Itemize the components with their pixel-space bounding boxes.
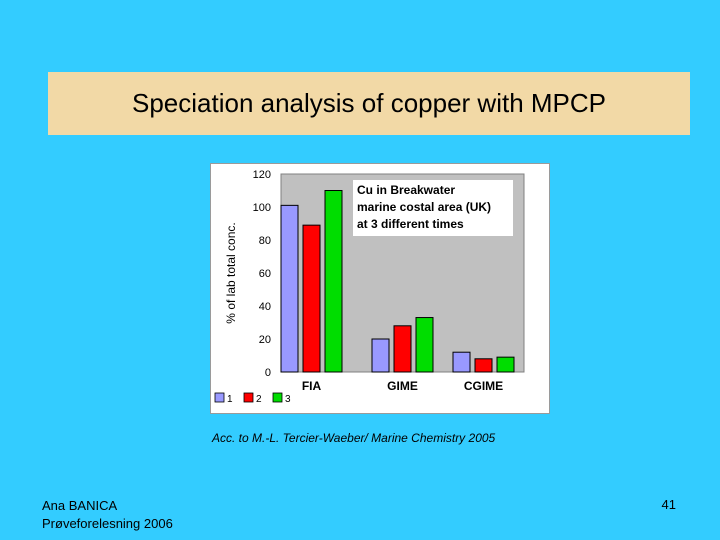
y-tick-label: 120 [253, 169, 271, 181]
annotation-line: at 3 different times [357, 217, 464, 231]
annotation-box [353, 180, 513, 236]
bar-cgime-series-3 [496, 356, 515, 373]
bar-chart: 0 20 40 60 80 100 120 % of lab total conc. FIA GI… [214, 169, 525, 405]
bar-fia-series-2 [302, 224, 321, 373]
bar-gime-series-1 [371, 338, 390, 373]
source-caption: Acc. to M.-L. Tercier-Waeber/ Marine Che… [212, 431, 496, 445]
chart-frame: 0 20 40 60 80 100 120 % of lab total conc. FIA GI… [210, 163, 550, 414]
bar-fia-series-1 [280, 204, 299, 373]
y-axis-label: % of lab total conc. [224, 222, 238, 323]
annotation-line: Cu in Breakwater [357, 183, 455, 197]
y-tick-label: 100 [253, 202, 271, 214]
bar-gime-series-3 [415, 317, 434, 373]
legend-swatch-series-3 [272, 392, 283, 403]
y-tick-label: 60 [259, 268, 271, 280]
y-tick-label: 20 [259, 334, 271, 346]
bar-gime-series-2 [393, 325, 412, 373]
x-tick-label: FIA [302, 379, 322, 393]
bar-fia-series-3 [324, 190, 343, 373]
x-tick-label: CGIME [464, 379, 503, 393]
y-tick-label: 40 [259, 301, 271, 313]
annotation-line: marine costal area (UK) [357, 200, 491, 214]
legend-swatch-series-1 [214, 392, 225, 403]
y-tick-label: 0 [265, 367, 271, 379]
legend-label-series-2: 2 [256, 394, 262, 405]
footer-author-block: Ana BANICA Prøveforelesning 2006 [42, 497, 173, 533]
legend-label-series-3: 3 [285, 394, 291, 405]
event-name: Prøveforelesning 2006 [42, 516, 173, 531]
bar-cgime-series-2 [474, 358, 493, 373]
legend-label-series-1: 1 [227, 394, 233, 405]
bar-cgime-series-1 [452, 351, 471, 373]
x-tick-label: GIME [387, 379, 418, 393]
legend-swatch-series-2 [243, 392, 254, 403]
slide-title: Speciation analysis of copper with MPCP [131, 88, 606, 118]
y-tick-label: 80 [259, 235, 271, 247]
title-box: Speciation analysis of copper with MPCP [48, 72, 690, 135]
page-number: 41 [661, 497, 676, 512]
author-name: Ana BANICA [42, 498, 118, 513]
